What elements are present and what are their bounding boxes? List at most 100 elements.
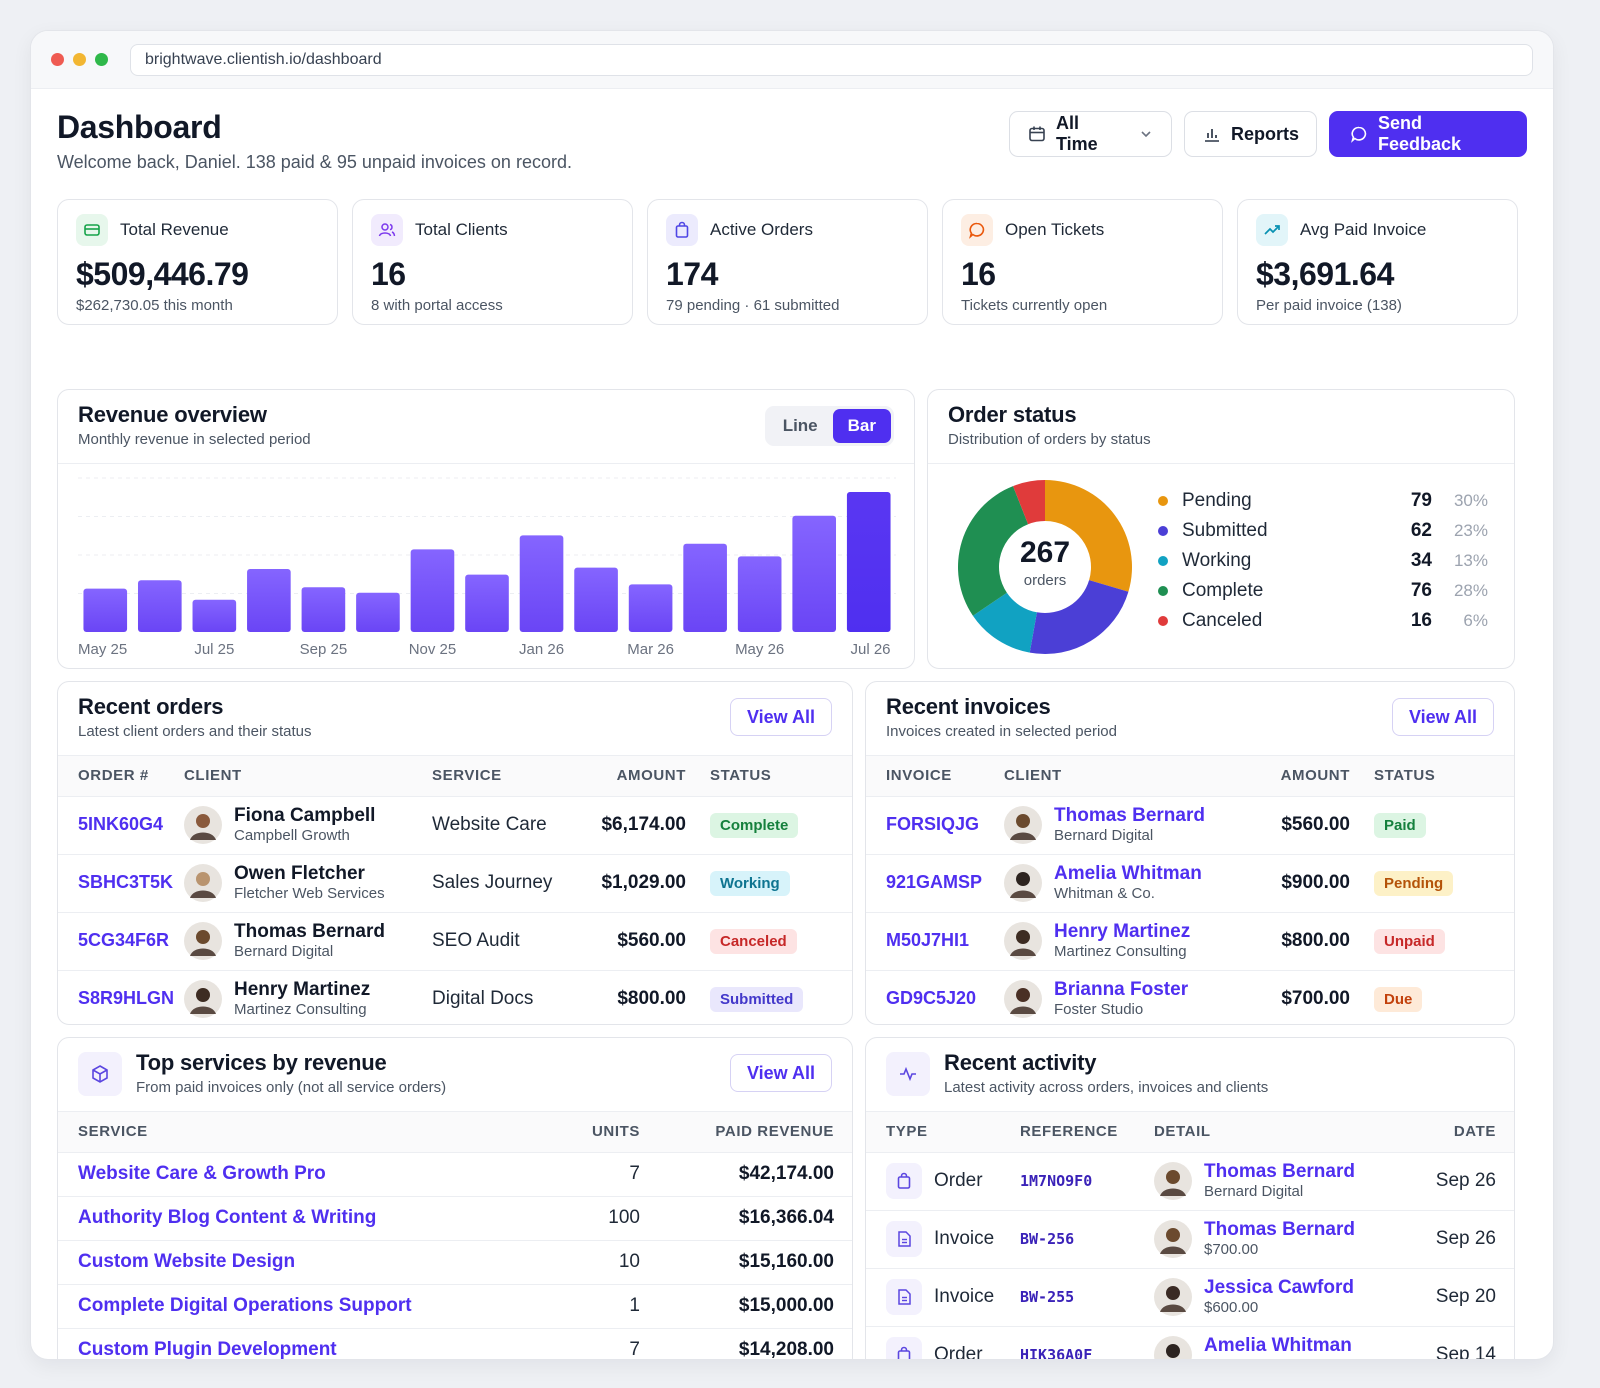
services-view-all-button[interactable]: View All bbox=[729, 1054, 832, 1092]
invoices-view-all-button[interactable]: View All bbox=[1391, 698, 1494, 736]
revenue-bar-chart: May 25 Jul 25 Sep 25 Nov 25 Jan 26 Mar 26 May … bbox=[78, 477, 896, 658]
order-row[interactable]: 5CG34F6R Thomas Bernard Bernard Digital … bbox=[58, 912, 852, 971]
service-row[interactable]: Website Care & Growth Pro 7 $42,174.00 bbox=[58, 1152, 852, 1197]
toggle-bar-button[interactable]: Bar bbox=[832, 409, 891, 443]
activity-row[interactable]: Order HIK36A0F Amelia Whitman Whitman & … bbox=[866, 1326, 1514, 1360]
donut-slice[interactable] bbox=[1045, 480, 1132, 592]
service-row[interactable]: Authority Blog Content & Writing 100 $16… bbox=[58, 1196, 852, 1241]
invoice-id-link[interactable]: GD9C5J20 bbox=[886, 988, 977, 1009]
col-inv-status: STATUS bbox=[1374, 756, 1514, 797]
page-subtitle: Welcome back, Daniel. 138 paid & 95 unpa… bbox=[57, 152, 572, 172]
order-id-link[interactable]: 5CG34F6R bbox=[78, 930, 170, 950]
col-status: STATUS bbox=[710, 756, 852, 797]
orders-view-all-button[interactable]: View All bbox=[729, 698, 832, 736]
date-range-dropdown[interactable]: All Time bbox=[1009, 111, 1172, 157]
service-link[interactable]: Custom Website Design bbox=[78, 1251, 296, 1272]
legend-dot bbox=[1158, 526, 1168, 536]
col-paid-revenue: PAID REVENUE bbox=[656, 1112, 852, 1153]
recent-activity-table: TYPE REFERENCE DETAIL DATE Order 1M7NO9F… bbox=[866, 1112, 1514, 1360]
activity-client-link[interactable]: Jessica Cawford bbox=[1204, 1277, 1354, 1298]
revenue-bar[interactable] bbox=[574, 567, 618, 632]
invoice-row[interactable]: M50J7HI1 Henry Martinez Martinez Consult… bbox=[866, 912, 1514, 971]
service-row[interactable]: Custom Plugin Development 7 $14,208.00 bbox=[58, 1328, 852, 1360]
order-amount: $1,029.00 bbox=[582, 854, 710, 913]
revenue-bar[interactable] bbox=[683, 543, 727, 632]
revenue-bar[interactable] bbox=[846, 492, 891, 632]
client-name-link[interactable]: Brianna Foster bbox=[1054, 979, 1189, 1001]
invoice-id-link[interactable]: M50J7HI1 bbox=[886, 930, 970, 950]
status-badge: Canceled bbox=[710, 928, 797, 954]
client-name-link[interactable]: Henry Martinez bbox=[1054, 921, 1191, 942]
activity-client-link[interactable]: Thomas Bernard bbox=[1204, 1161, 1355, 1182]
client-name-link[interactable]: Thomas Bernard bbox=[1054, 805, 1205, 826]
close-window-dot[interactable] bbox=[51, 53, 64, 66]
page-title: Dashboard bbox=[57, 109, 222, 145]
client-name-link[interactable]: Amelia Whitman bbox=[1054, 863, 1202, 884]
avatar bbox=[1004, 922, 1042, 960]
service-row[interactable]: Complete Digital Operations Support 1 $1… bbox=[58, 1284, 852, 1329]
x-tick-label: Sep 25 bbox=[300, 641, 348, 658]
order-id-link[interactable]: SBHC3T5K bbox=[78, 872, 174, 892]
order-status-card: Order status Distribution of orders by s… bbox=[927, 389, 1515, 669]
invoice-row[interactable]: 921GAMSP Amelia Whitman Whitman & Co. $9… bbox=[866, 854, 1514, 913]
revenue-bar[interactable] bbox=[519, 535, 564, 632]
service-link[interactable]: Authority Blog Content & Writing bbox=[78, 1207, 377, 1228]
activity-reference[interactable]: BW-256 bbox=[1020, 1230, 1075, 1248]
activity-row[interactable]: Invoice BW-255 Jessica Cawford $600.00 S… bbox=[866, 1268, 1514, 1327]
activity-client-link[interactable]: Amelia Whitman bbox=[1204, 1335, 1352, 1357]
reports-button[interactable]: Reports bbox=[1184, 111, 1317, 157]
order-row[interactable]: S8R9HLGN Henry Martinez Martinez Consult… bbox=[58, 970, 852, 1024]
revenue-bar[interactable] bbox=[792, 515, 837, 632]
donut-slice[interactable] bbox=[972, 592, 1037, 653]
maximize-window-dot[interactable] bbox=[95, 53, 108, 66]
order-id-link[interactable]: 5INK60G4 bbox=[78, 814, 164, 834]
x-tick-label: Jul 26 bbox=[851, 641, 891, 658]
kpi-label: Avg Paid Invoice bbox=[1300, 220, 1427, 239]
order-id-link[interactable]: S8R9HLGN bbox=[78, 988, 175, 1009]
revenue-bar[interactable] bbox=[410, 549, 455, 632]
revenue-bar[interactable] bbox=[737, 556, 782, 632]
donut-slice[interactable] bbox=[1029, 580, 1129, 654]
activity-reference[interactable]: BW-255 bbox=[1020, 1288, 1075, 1306]
activity-client-link[interactable]: Thomas Bernard bbox=[1204, 1219, 1355, 1240]
address-bar[interactable]: brightwave.clientish.io/dashboard bbox=[130, 43, 1533, 76]
send-feedback-button[interactable]: Send Feedback bbox=[1329, 111, 1527, 157]
service-link[interactable]: Complete Digital Operations Support bbox=[78, 1295, 412, 1316]
kpi-subtext: Tickets currently open bbox=[961, 297, 1108, 314]
toggle-line-button[interactable]: Line bbox=[782, 416, 818, 435]
recent-invoices-table: INVOICE CLIENT AMOUNT STATUS FORSIQJG Th… bbox=[866, 756, 1514, 1024]
revenue-bar[interactable] bbox=[628, 584, 673, 632]
invoice-row[interactable]: FORSIQJG Thomas Bernard Bernard Digital … bbox=[866, 796, 1514, 855]
order-row[interactable]: SBHC3T5K Owen Fletcher Fletcher Web Serv… bbox=[58, 854, 852, 913]
revenue-card-header: Revenue overview Monthly revenue in sele… bbox=[58, 390, 914, 464]
invoice-id-link[interactable]: 921GAMSP bbox=[886, 872, 983, 892]
activity-reference[interactable]: HIK36A0F bbox=[1020, 1346, 1093, 1360]
kpi-value: $3,691.64 bbox=[1256, 256, 1394, 292]
revenue-bar[interactable] bbox=[192, 599, 237, 632]
revenue-bar[interactable] bbox=[301, 587, 346, 632]
activity-reference[interactable]: 1M7NO9F0 bbox=[1020, 1172, 1093, 1190]
revenue-bar[interactable] bbox=[137, 580, 182, 632]
legend-dot bbox=[1158, 586, 1168, 596]
kpi-card: Total Clients 16 8 with portal access bbox=[352, 199, 633, 325]
donut-slice[interactable] bbox=[958, 486, 1029, 616]
order-row[interactable]: 5INK60G4 Fiona Campbell Campbell Growth … bbox=[58, 796, 852, 855]
activity-row[interactable]: Order 1M7NO9F0 Thomas Bernard Bernard Di… bbox=[866, 1152, 1514, 1211]
minimize-window-dot[interactable] bbox=[73, 53, 86, 66]
service-link[interactable]: Website Care & Growth Pro bbox=[78, 1163, 326, 1184]
donut-slice[interactable] bbox=[1013, 480, 1045, 525]
kpi-header: Open Tickets bbox=[961, 214, 1204, 246]
kpi-row: Total Revenue $509,446.79 $262,730.05 th… bbox=[57, 199, 1527, 325]
revenue-bar[interactable] bbox=[356, 592, 400, 632]
revenue-bar[interactable] bbox=[83, 588, 128, 632]
service-row[interactable]: Custom Website Design 10 $15,160.00 bbox=[58, 1240, 852, 1285]
invoice-id-link[interactable]: FORSIQJG bbox=[886, 814, 980, 834]
status-badge: Working bbox=[710, 870, 790, 896]
activity-row[interactable]: Invoice BW-256 Thomas Bernard $700.00 Se… bbox=[866, 1210, 1514, 1269]
revenue-bar[interactable] bbox=[247, 569, 291, 632]
invoice-row[interactable]: GD9C5J20 Brianna Foster Foster Studio $7… bbox=[866, 970, 1514, 1024]
bag-icon bbox=[666, 214, 698, 246]
send-feedback-label: Send Feedback bbox=[1378, 113, 1462, 154]
revenue-bar[interactable] bbox=[465, 574, 509, 632]
service-link[interactable]: Custom Plugin Development bbox=[78, 1339, 337, 1360]
